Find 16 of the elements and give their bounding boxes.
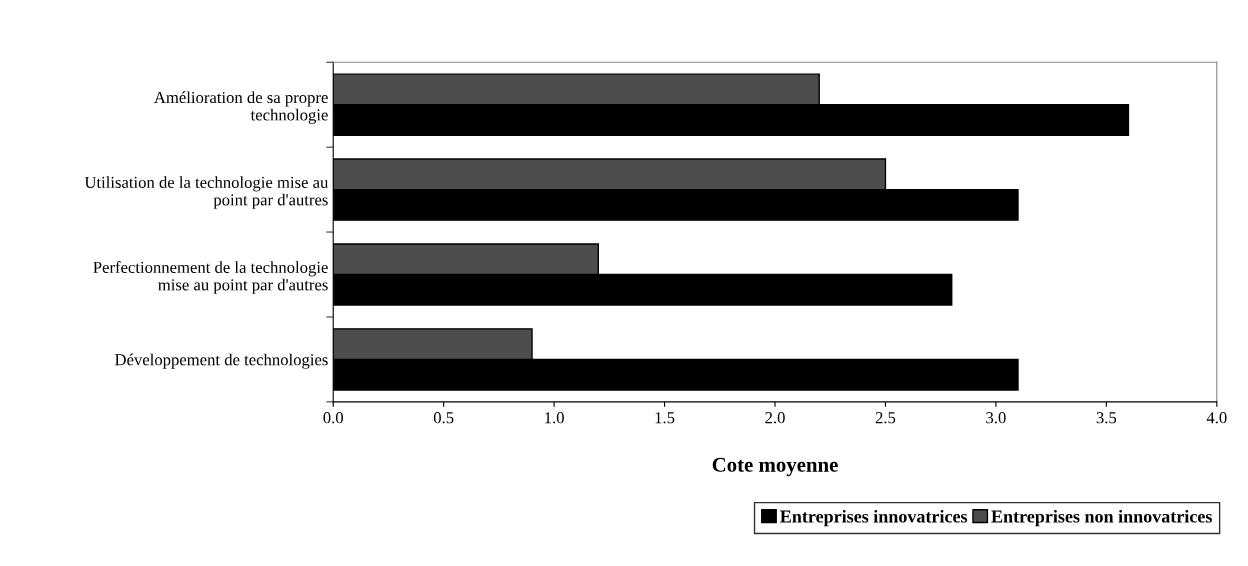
- legend-label: Entreprises non innovatrices: [991, 509, 1212, 527]
- x-axis-title: Cote moyenne: [712, 457, 838, 477]
- y-tick-label: Développement de technologies: [115, 353, 328, 369]
- y-tick-label: Amélioration de sa propre technologie: [154, 91, 328, 124]
- x-tick-label: 2.5: [875, 412, 896, 424]
- x-tick-label: 0.5: [433, 412, 454, 424]
- x-tick-label: 3.5: [1096, 412, 1117, 424]
- x-tick-label: 3.0: [986, 412, 1006, 424]
- y-tick-label: Perfectionnement de la technologie mise au point par d'autres: [93, 261, 328, 294]
- x-tick-label: 1.5: [655, 412, 675, 424]
- x-tick-label: 4.0: [1206, 412, 1227, 424]
- legend-label: Entreprises innovatrices: [780, 509, 968, 527]
- y-tick-label: Utilisation de la technologie mise au point par d'autres: [84, 176, 329, 209]
- x-tick-label: 1.0: [545, 412, 564, 424]
- x-tick-label: 0.0: [323, 412, 343, 424]
- x-tick-label: 2.0: [765, 412, 785, 424]
